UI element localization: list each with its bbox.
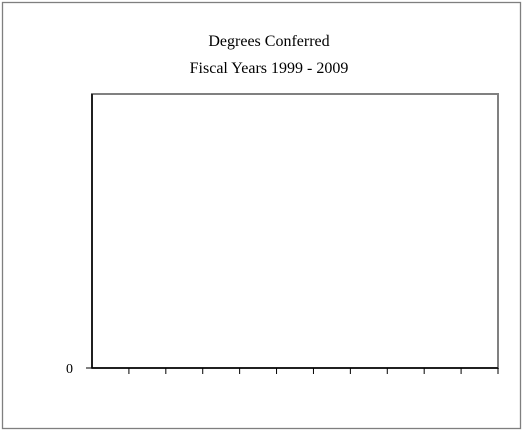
- plot-area-border: [91, 93, 499, 369]
- y-tick-label: 0: [66, 362, 73, 377]
- chart-subtitle: Fiscal Years 1999 - 2009: [190, 60, 349, 77]
- chart-title: Degrees Conferred: [208, 33, 329, 50]
- x-axis-ticks: [128, 368, 499, 374]
